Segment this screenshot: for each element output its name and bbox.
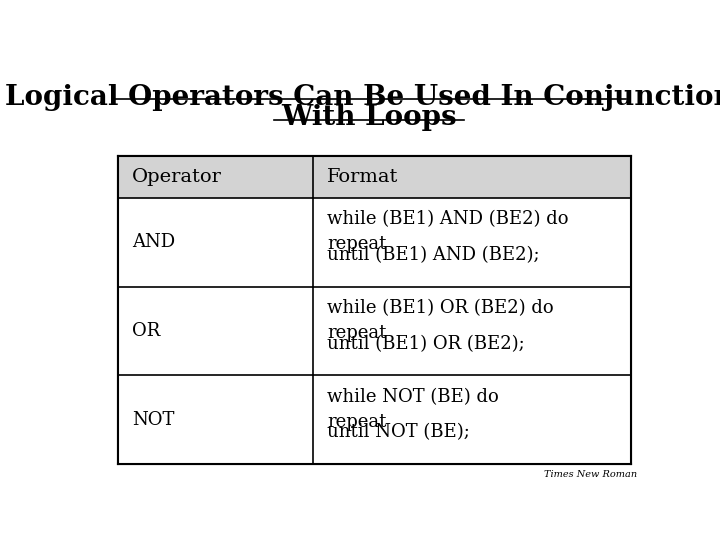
- Bar: [118, 287, 313, 375]
- Bar: [118, 156, 313, 198]
- Text: NOT: NOT: [132, 410, 174, 429]
- Bar: [313, 198, 631, 287]
- Bar: [118, 198, 313, 287]
- Bar: [313, 375, 631, 464]
- Text: while (BE1) OR (BE2) do: while (BE1) OR (BE2) do: [327, 299, 554, 317]
- Bar: [118, 156, 631, 464]
- Text: repeat: repeat: [327, 324, 387, 342]
- Text: while NOT (BE) do: while NOT (BE) do: [327, 388, 499, 406]
- Text: until (BE1) AND (BE2);: until (BE1) AND (BE2);: [327, 246, 540, 264]
- Bar: [313, 287, 631, 375]
- Text: repeat: repeat: [327, 413, 387, 430]
- Text: OR: OR: [132, 322, 160, 340]
- Text: Operator: Operator: [132, 168, 222, 186]
- Text: Logical Operators Can Be Used In Conjunction: Logical Operators Can Be Used In Conjunc…: [4, 84, 720, 111]
- Bar: [313, 156, 631, 198]
- Text: Format: Format: [327, 168, 399, 186]
- Text: repeat: repeat: [327, 235, 387, 253]
- Text: while (BE1) AND (BE2) do: while (BE1) AND (BE2) do: [327, 210, 569, 228]
- Bar: [118, 375, 313, 464]
- Text: until NOT (BE);: until NOT (BE);: [327, 423, 470, 441]
- Text: AND: AND: [132, 233, 175, 251]
- Text: Times New Roman: Times New Roman: [544, 469, 637, 478]
- Text: until (BE1) OR (BE2);: until (BE1) OR (BE2);: [327, 335, 525, 353]
- Text: With Loops: With Loops: [282, 104, 456, 131]
